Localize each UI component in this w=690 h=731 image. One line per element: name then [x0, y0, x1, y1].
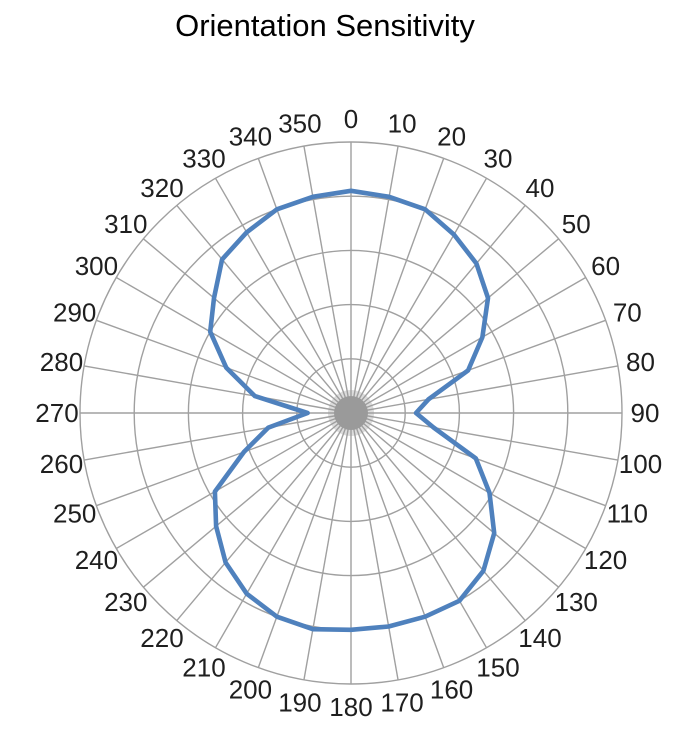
angle-tick-label-60: 60 [591, 251, 620, 281]
angle-tick-label-250: 250 [53, 499, 96, 529]
angle-tick-label-290: 290 [53, 297, 96, 327]
gridline-spoke [350, 412, 399, 681]
chart-title: Orientation Sensitivity [175, 8, 475, 43]
gridline-spoke [350, 412, 560, 588]
gridline-spoke [350, 365, 619, 414]
gridline-spoke [350, 238, 560, 414]
gridline-spoke [96, 412, 352, 507]
angle-tick-label-0: 0 [344, 104, 358, 134]
gridline-spoke [83, 365, 352, 414]
angle-tick-label-230: 230 [104, 587, 147, 617]
angle-tick-label-220: 220 [140, 623, 183, 653]
angle-tick-label-300: 300 [75, 251, 118, 281]
angle-tick-label-90: 90 [631, 398, 660, 428]
angle-tick-label-320: 320 [140, 173, 183, 203]
gridline-spoke [303, 145, 352, 414]
angle-tick-label-180: 180 [329, 692, 372, 722]
gridline-spoke [350, 204, 526, 414]
angular-gridlines [80, 142, 622, 684]
angle-tick-label-170: 170 [380, 688, 423, 718]
gridline-spoke [350, 412, 445, 668]
angle-tick-label-150: 150 [476, 653, 519, 683]
gridline-spoke [214, 177, 352, 414]
gridline-spoke [176, 204, 352, 414]
angle-tick-label-30: 30 [484, 143, 513, 173]
angle-tick-label-200: 200 [229, 674, 272, 704]
angle-tick-label-80: 80 [626, 347, 655, 377]
angle-tick-label-270: 270 [35, 398, 78, 428]
gridline-spoke [350, 319, 606, 414]
gridline-spoke [176, 412, 352, 622]
angle-tick-label-260: 260 [40, 449, 83, 479]
gridline-spoke [350, 412, 587, 550]
gridline-spoke [257, 412, 352, 668]
angle-tick-label-140: 140 [518, 623, 561, 653]
angle-tick-label-190: 190 [278, 688, 321, 718]
angle-tick-label-310: 310 [104, 209, 147, 239]
gridline-spoke [303, 412, 352, 681]
gridline-spoke [142, 412, 352, 588]
angle-tick-label-330: 330 [182, 143, 225, 173]
angle-tick-label-130: 130 [555, 587, 598, 617]
center-hub-core [334, 396, 368, 430]
angle-tick-label-50: 50 [562, 209, 591, 239]
gridline-spoke [350, 412, 619, 461]
angle-tick-label-110: 110 [607, 499, 648, 529]
gridline-spoke [115, 412, 352, 550]
angle-tick-label-70: 70 [613, 297, 642, 327]
angle-tick-label-120: 120 [584, 545, 627, 575]
angle-tick-label-100: 100 [619, 449, 662, 479]
angle-tick-label-240: 240 [75, 545, 118, 575]
center-hub [328, 390, 374, 436]
angle-tick-label-40: 40 [526, 173, 555, 203]
angle-tick-label-20: 20 [437, 122, 466, 152]
angle-tick-label-210: 210 [182, 653, 225, 683]
gridline-spoke [142, 238, 352, 414]
angle-tick-label-340: 340 [229, 122, 272, 152]
gridline-spoke [83, 412, 352, 461]
angle-tick-label-160: 160 [430, 674, 473, 704]
gridline-spoke [350, 145, 399, 414]
gridline-spoke [214, 412, 352, 649]
gridline-spoke [350, 412, 526, 622]
angle-tick-label-280: 280 [40, 347, 83, 377]
gridline-spoke [350, 158, 445, 414]
gridline-spoke [115, 276, 352, 414]
gridline-spoke [257, 158, 352, 414]
gridline-spoke [350, 177, 488, 414]
angle-tick-label-10: 10 [388, 109, 417, 139]
angle-tick-label-350: 350 [278, 109, 321, 139]
orientation-sensitivity-curve [207, 188, 497, 633]
gridline-spoke [350, 276, 587, 414]
gridline-spoke [350, 412, 488, 649]
